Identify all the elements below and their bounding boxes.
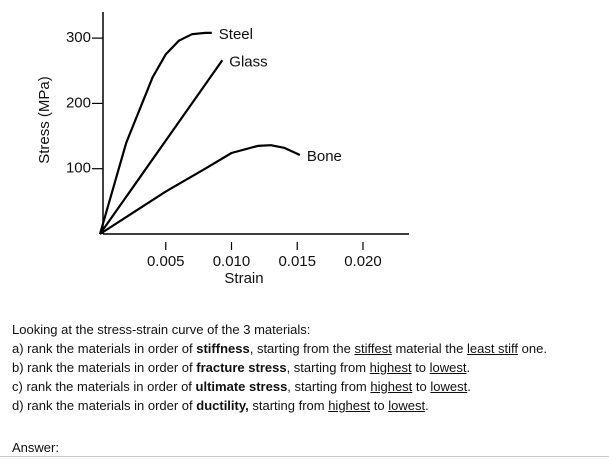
- question-item: a) rank the materials in order of stiffn…: [12, 341, 547, 356]
- text: lowest: [430, 379, 468, 394]
- question-intro: Looking at the stress-strain curve of th…: [12, 322, 311, 337]
- y-tick-label: 200: [66, 94, 91, 111]
- series-line: [99, 59, 224, 235]
- series-label: Steel: [219, 26, 253, 43]
- text: ductility,: [196, 398, 249, 413]
- text: one.: [518, 341, 547, 356]
- text: highest: [369, 360, 412, 375]
- answer-label: Answer:: [12, 440, 59, 455]
- text: .: [425, 398, 429, 413]
- text: stiffness: [196, 341, 250, 356]
- text: .: [467, 379, 471, 394]
- separator: [0, 456, 609, 457]
- text: , starting from: [286, 360, 370, 375]
- text: to: [412, 379, 431, 394]
- question-item: b) rank the materials in order of fractu…: [12, 360, 470, 375]
- x-axis-label: Strain: [224, 270, 263, 287]
- text: starting from: [248, 398, 329, 413]
- series-label: Glass: [229, 53, 267, 70]
- y-tick-label: 100: [66, 160, 91, 177]
- text: to: [411, 360, 430, 375]
- series-label: Bone: [307, 148, 342, 165]
- x-tick-label: 0.005: [147, 253, 185, 270]
- text: c) rank the materials in order of: [12, 379, 196, 394]
- question-item: c) rank the materials in order of ultima…: [12, 379, 471, 394]
- text: d) rank the materials in order of: [12, 398, 197, 413]
- text: , starting from the: [249, 341, 355, 356]
- x-tick-label: 0.010: [213, 253, 251, 270]
- text: lowest: [388, 398, 426, 413]
- text: highest: [370, 379, 413, 394]
- series-line: [99, 144, 301, 235]
- chart: Strain Stress (MPa) 100 200 300 0.005 0.010 0…: [36, 12, 409, 287]
- text: lowest: [429, 360, 467, 375]
- text: stiffest: [354, 341, 392, 356]
- y-tick-label: 300: [66, 29, 91, 46]
- text: highest: [328, 398, 371, 413]
- text: material the: [391, 341, 467, 356]
- series-line: [98, 31, 212, 235]
- question-item: d) rank the materials in order of ductil…: [12, 398, 429, 413]
- text: b) rank the materials in order of: [12, 360, 197, 375]
- text: .: [466, 360, 471, 375]
- x-tick-label: 0.015: [278, 253, 316, 270]
- text: , starting from: [287, 379, 371, 394]
- text: least stiff: [466, 341, 519, 356]
- y-axis-label: Stress (MPa): [36, 76, 53, 164]
- text: ultimate stress: [195, 379, 288, 394]
- text: fracture stress: [196, 360, 287, 375]
- x-tick-label: 0.020: [344, 253, 382, 270]
- text: to: [370, 398, 389, 413]
- text: a) rank the materials in order of: [12, 341, 197, 356]
